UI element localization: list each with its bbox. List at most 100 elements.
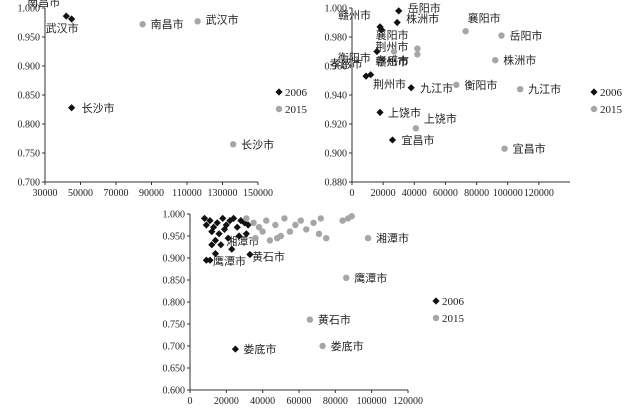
panel-3-point-2015 [252, 235, 259, 242]
panel-3-point-label: 娄底市 [243, 342, 276, 356]
panel-2-point-2015 [498, 32, 505, 39]
panel-3-point-2006 [200, 214, 209, 222]
panel-2-point-2015 [516, 86, 524, 93]
panel-1-y-tick-label: 1.000 [18, 4, 41, 15]
panel-2-y-tick-label: 0.940 [325, 91, 348, 102]
panel-3-x-tick-label: 60000 [287, 396, 312, 407]
panel-1-x-tick-label: 150000 [243, 188, 273, 199]
panel-2-point-label: 宜昌市 [401, 133, 434, 147]
panel-2-point-label: 岳阳市 [408, 1, 441, 15]
panel-3-point-2015 [272, 221, 279, 229]
panel-3-point-2006 [210, 223, 218, 231]
panel-2-x-tick-label: 60000 [433, 188, 458, 199]
panel-3-point-2006 [202, 256, 210, 264]
panel-2-point-2015 [414, 51, 421, 58]
panel-3-point-2015 [339, 217, 346, 224]
panel-2-legend-marker-2006 [590, 88, 598, 96]
panel-3-point-2006 [211, 250, 220, 258]
panel-3-point-2015 [281, 215, 288, 222]
panel-3-legend-label-2015: 2015 [442, 313, 465, 325]
panel-1-y-tick-label: 0.850 [18, 91, 41, 102]
panel-2-point-2015 [390, 48, 398, 55]
panel-1-legend-label-2015: 2015 [285, 104, 308, 116]
panel-2-point-label: 衡阳市 [464, 78, 497, 92]
panel-2-point-label: 岳阳市 [509, 29, 542, 43]
panel-1-point-label: 长沙市 [241, 137, 274, 151]
panel-3-point-2006 [217, 241, 225, 249]
panel-3-point-label: 湘潭市 [376, 231, 409, 245]
panel-3-point-2006 [219, 214, 227, 222]
panel-3-point-2015 [297, 217, 305, 224]
panel-3-legend-label-2006: 2006 [442, 296, 465, 308]
panel-3-y-tick-label: 0.750 [163, 320, 186, 331]
panel-3-point-2015 [306, 316, 314, 323]
panel-2-point-2015 [492, 57, 499, 64]
panel-3-point-label: 湘潭市 [226, 234, 259, 248]
panel-3-y-tick-label: 0.700 [163, 342, 186, 353]
panel-3-point-2006 [208, 241, 216, 249]
panel-2-point-2006 [388, 136, 397, 144]
panel-2-x-tick-label: 40000 [402, 188, 427, 199]
panel-3-y-tick-label: 0.850 [163, 276, 186, 287]
panel-3-point-2015 [364, 235, 372, 242]
panel-2-point-label: 荆州市 [375, 40, 408, 54]
panel-2-y-tick-label: 0.920 [325, 120, 348, 131]
panel-1-y-tick-label: 0.750 [18, 149, 41, 160]
panel-3-point-2006 [206, 256, 214, 264]
panel-2-point-2015 [414, 45, 421, 52]
panel-3-point-2006 [242, 230, 250, 238]
panel-3-point-label: 鹰潭市 [354, 271, 387, 285]
panel-3-x-tick-label: 100000 [357, 396, 387, 407]
panel-1-legend-marker-2006 [275, 88, 283, 96]
panel-2-point-label: 株洲市 [406, 12, 439, 26]
panel-1-point-2006 [68, 15, 76, 23]
panel-3-point-2006 [206, 217, 214, 225]
panel-3-point-2006 [211, 236, 220, 244]
panel-3-point-2015 [317, 215, 324, 222]
panel-1-point-2015 [139, 21, 146, 28]
panel-1-legend-label-2006: 2006 [285, 87, 308, 99]
panel-3-x-tick-label: 120000 [393, 396, 423, 407]
panel-3-point-label: 黄石市 [252, 249, 285, 263]
panel-2-point-2015 [412, 125, 420, 132]
panel-3-point-2015 [250, 219, 257, 226]
panel-2-point-2006 [373, 47, 381, 56]
panel-3-legend-marker-2006 [432, 297, 440, 305]
panel-3-point-2015 [303, 226, 310, 233]
panel-1-y-tick-label: 0.950 [18, 33, 41, 44]
panel-2-x-tick-label: 80000 [464, 188, 489, 199]
panel-3-point-2006 [244, 221, 252, 229]
panel-2-legend-marker-2015 [590, 105, 598, 113]
panel-3-point-2015 [348, 213, 355, 220]
panel-3-y-tick-label: 1.000 [163, 210, 186, 221]
panel-1-y-tick-label: 0.700 [18, 178, 41, 189]
panel-2-x-tick-label: 120000 [524, 188, 554, 199]
panel-2-y-tick-label: 0.880 [325, 178, 348, 189]
panel-3-point-label: 黄石市 [318, 313, 351, 327]
panel-3-point-2015 [274, 235, 281, 242]
panel-2-point-label: 上饶市 [388, 105, 421, 119]
panel-1-x-tick-label: 110000 [172, 188, 202, 199]
panel-3-point-2006 [231, 345, 240, 353]
panel-3-point-2006 [215, 230, 223, 238]
panel-3-point-2015 [255, 224, 263, 231]
panel-3-y-tick-label: 0.800 [163, 298, 186, 309]
panel-1-point-label: 南昌市 [27, 0, 60, 9]
panel-3-legend-marker-2015 [432, 314, 440, 322]
panel-2-y-tick-label: 0.980 [325, 33, 348, 44]
panel-2-point-2006 [376, 108, 384, 116]
panel-1-point-label: 南昌市 [151, 17, 184, 31]
panel-2-point-2015 [501, 145, 508, 152]
panel-3-x-tick-label: 0 [188, 396, 193, 407]
panel-2-point-label: 九江市 [420, 81, 453, 95]
panel-2-point-label: 株洲市 [503, 53, 536, 67]
panel-3-point-label: 娄底市 [331, 339, 364, 353]
panel-2-y-tick-label: 0.900 [325, 149, 348, 160]
panel-3-point-2006 [230, 214, 238, 222]
panel-3-point-2015 [292, 221, 299, 229]
panel-2-legend-label-2006: 2006 [600, 87, 623, 99]
panel-1-y-tick-label: 0.800 [18, 120, 41, 131]
panel-3-point-2006 [235, 232, 243, 240]
panel-2-point-label: 衡阳市 [338, 51, 371, 65]
panel-3-point-2006 [246, 250, 254, 259]
